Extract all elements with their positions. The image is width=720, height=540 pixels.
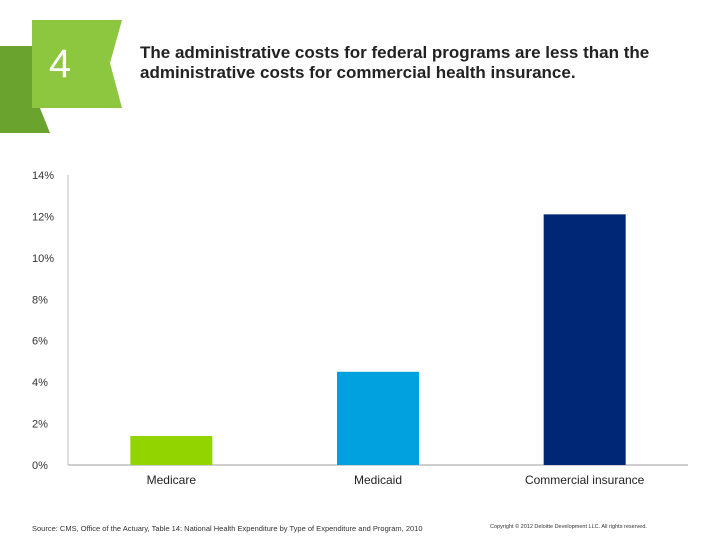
- bar-medicare: [130, 436, 213, 465]
- copyright-note: Copyright © 2012 Deloitte Development LL…: [490, 524, 647, 530]
- x-tick-label: Medicare: [147, 473, 197, 487]
- y-axis-ticks: 0% 2% 4% 6% 8% 10% 12% 14%: [32, 170, 54, 472]
- bars: [130, 214, 626, 465]
- y-tick-label: 10%: [32, 253, 54, 265]
- y-tick-label: 2%: [32, 419, 48, 431]
- x-tick-label: Medicaid: [354, 473, 402, 487]
- x-tick-label: Commercial insurance: [525, 473, 645, 487]
- badge-shape: [0, 20, 122, 133]
- bar-commercial-insurance: [543, 214, 626, 465]
- source-note: Source: CMS, Office of the Actuary, Tabl…: [32, 524, 423, 533]
- y-tick-label: 8%: [32, 294, 48, 306]
- slide-title: The administrative costs for federal pro…: [140, 43, 650, 82]
- bar-chart: 0% 2% 4% 6% 8% 10% 12% 14% Medicare Medicaid Comm…: [32, 170, 688, 487]
- y-tick-label: 6%: [32, 336, 48, 348]
- x-axis-labels: Medicare Medicaid Commercial insurance: [147, 473, 645, 487]
- badge-front: [32, 20, 122, 108]
- y-tick-label: 0%: [32, 460, 48, 472]
- bar-medicaid: [337, 371, 419, 465]
- slide-number: 4: [48, 42, 72, 86]
- slide-number-badge: 4: [0, 0, 130, 140]
- y-tick-label: 14%: [32, 170, 54, 182]
- y-tick-label: 4%: [32, 377, 48, 389]
- y-tick-label: 12%: [32, 211, 54, 223]
